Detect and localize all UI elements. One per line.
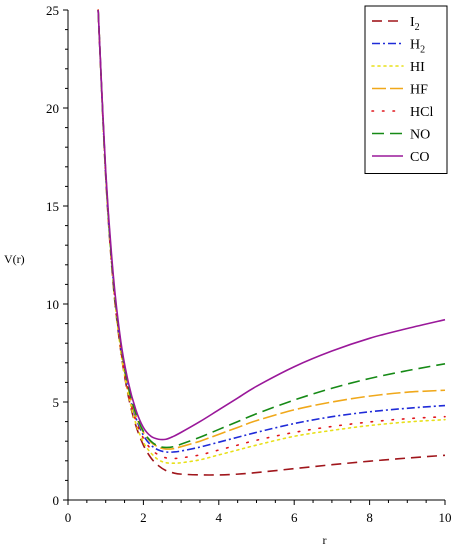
x-tick-label: 6 bbox=[291, 510, 298, 525]
series-line-h2 bbox=[97, 9, 446, 453]
y-tick-label: 25 bbox=[46, 3, 59, 18]
y-tick-label: 10 bbox=[46, 297, 59, 312]
x-tick-label: 0 bbox=[65, 510, 72, 525]
legend-label-main: NO bbox=[410, 128, 430, 143]
legend-label-main: I bbox=[410, 15, 415, 30]
legend-label: H2 bbox=[410, 38, 425, 56]
series-line-hi bbox=[97, 9, 446, 464]
legend-label: HI bbox=[410, 60, 425, 75]
legend-label-main: HF bbox=[410, 83, 428, 98]
legend-label-main: H bbox=[410, 38, 420, 53]
x-axis-label: r bbox=[323, 533, 327, 547]
y-axis-label: V(r) bbox=[4, 252, 25, 266]
legend-label-subscript: 2 bbox=[415, 22, 420, 33]
y-tick-label: 20 bbox=[46, 101, 59, 116]
legend-label-main: CO bbox=[410, 150, 429, 165]
legend-label-subscript: 2 bbox=[420, 45, 425, 56]
legend-label-main: HCl bbox=[410, 105, 433, 120]
x-tick-label: 10 bbox=[439, 510, 452, 525]
legend-label: HF bbox=[410, 83, 428, 98]
y-tick-label: 15 bbox=[46, 199, 59, 214]
series-line-co bbox=[97, 9, 446, 441]
y-tick-label: 5 bbox=[53, 395, 60, 410]
legend-label: I2 bbox=[410, 15, 420, 33]
x-tick-label: 2 bbox=[140, 510, 147, 525]
legend-label: HCl bbox=[410, 105, 433, 120]
legend-label: CO bbox=[410, 150, 429, 165]
x-tick-label: 8 bbox=[366, 510, 373, 525]
legend-label-main: HI bbox=[410, 60, 425, 75]
series-layer bbox=[97, 9, 446, 476]
legend-box bbox=[364, 5, 448, 174]
legend-label: NO bbox=[410, 128, 430, 143]
y-tick-label: 0 bbox=[53, 493, 60, 508]
x-tick-label: 4 bbox=[216, 510, 223, 525]
axes: 0 2 4 6 8 10 0 5 10 15 20 25 r V(r) bbox=[4, 3, 452, 547]
